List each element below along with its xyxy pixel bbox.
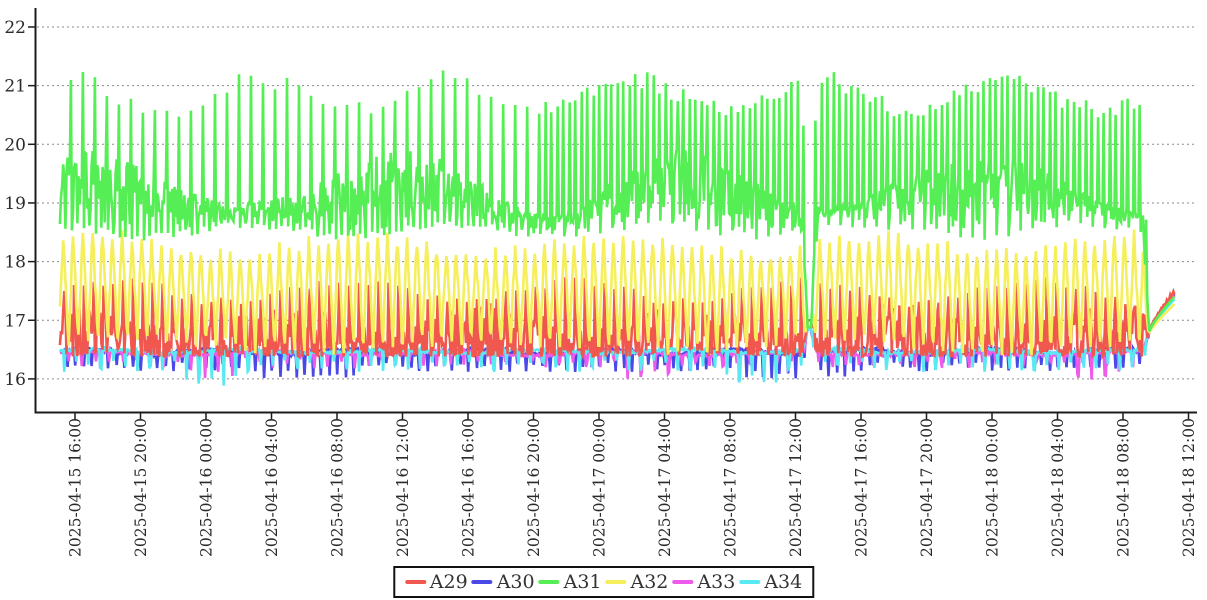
y-tick-label-18: 18 (4, 253, 26, 273)
x-tick-label-9: 2025-04-17 04:00 (656, 418, 674, 557)
legend-label-a31: A31 (563, 570, 602, 593)
y-tick-label-16: 16 (4, 370, 26, 390)
x-tick-label-13: 2025-04-17 20:00 (918, 418, 936, 557)
x-tick-label-2: 2025-04-16 00:00 (198, 418, 216, 557)
x-tick-label-0: 2025-04-15 16:00 (67, 418, 85, 557)
legend-item-a33: A33 (672, 570, 736, 593)
legend-item-a30: A30 (471, 570, 535, 593)
x-tick-label-6: 2025-04-16 16:00 (460, 418, 478, 557)
series-line-a31 (58, 70, 1176, 332)
x-tick-label-16: 2025-04-18 08:00 (1115, 418, 1133, 557)
x-tick-label-12: 2025-04-17 16:00 (853, 418, 871, 557)
legend: A29 A30 A31 A32 A33 A34 (392, 566, 815, 598)
legend-item-a31: A31 (538, 570, 602, 593)
x-tick-label-17: 2025-04-18 12:00 (1180, 418, 1198, 557)
x-tick-label-11: 2025-04-17 12:00 (787, 418, 805, 557)
x-tick-label-5: 2025-04-16 12:00 (394, 418, 412, 557)
y-tick-label-17: 17 (4, 311, 26, 331)
x-tick-label-7: 2025-04-16 20:00 (525, 418, 543, 557)
legend-item-a32: A32 (605, 570, 669, 593)
series-line-a32 (58, 229, 1176, 356)
x-tick-label-15: 2025-04-18 04:00 (1049, 418, 1067, 557)
x-tick-label-4: 2025-04-16 08:00 (329, 418, 347, 557)
legend-label-a32: A32 (630, 570, 669, 593)
legend-swatch-a33 (672, 580, 694, 584)
x-tick-label-3: 2025-04-16 04:00 (263, 418, 281, 557)
legend-label-a34: A34 (764, 570, 803, 593)
legend-swatch-a34 (739, 580, 761, 584)
x-tick-label-1: 2025-04-15 20:00 (132, 418, 150, 557)
legend-label-a33: A33 (697, 570, 736, 593)
legend-swatch-a32 (605, 580, 627, 584)
legend-label-a29: A29 (429, 570, 468, 593)
legend-label-a30: A30 (496, 570, 535, 593)
x-tick-label-8: 2025-04-17 00:00 (591, 418, 609, 557)
x-tick-label-10: 2025-04-17 08:00 (722, 418, 740, 557)
legend-item-a29: A29 (404, 570, 468, 593)
legend-swatch-a31 (538, 580, 560, 584)
x-tick-label-14: 2025-04-18 00:00 (984, 418, 1002, 557)
legend-swatch-a30 (471, 580, 493, 584)
legend-item-a34: A34 (739, 570, 803, 593)
legend-swatch-a29 (404, 580, 426, 584)
y-tick-label-20: 20 (4, 135, 26, 155)
y-tick-label-19: 19 (4, 194, 26, 214)
y-tick-label-22: 22 (4, 18, 26, 38)
y-tick-label-21: 21 (4, 77, 26, 97)
